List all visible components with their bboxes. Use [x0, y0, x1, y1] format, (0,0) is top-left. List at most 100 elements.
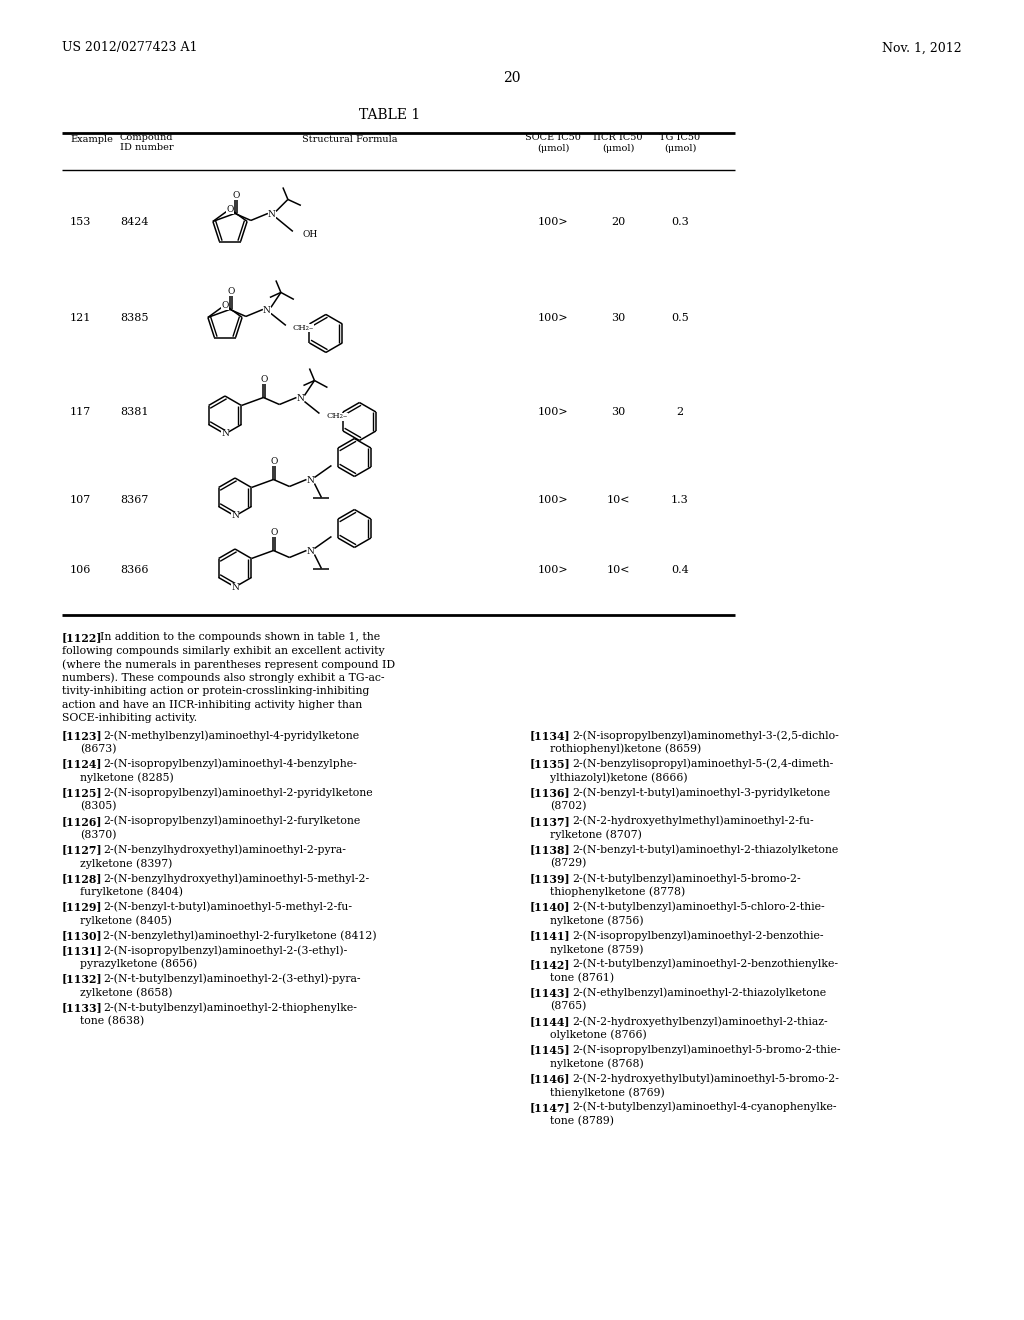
- Text: tivity-inhibiting action or protein-crosslinking-inhibiting: tivity-inhibiting action or protein-cros…: [62, 686, 370, 696]
- Text: O: O: [270, 457, 279, 466]
- Text: tone (8638): tone (8638): [80, 1016, 144, 1027]
- Text: (where the numerals in parentheses represent compound ID: (where the numerals in parentheses repre…: [62, 659, 395, 669]
- Text: [1142]: [1142]: [530, 958, 570, 970]
- Text: 2-(N-benzylethyl)aminoethyl-2-furylketone (8412): 2-(N-benzylethyl)aminoethyl-2-furylketon…: [103, 931, 377, 941]
- Text: CH₂–: CH₂–: [293, 325, 314, 333]
- Text: nylketone (8759): nylketone (8759): [550, 944, 643, 954]
- Text: 2-(N-isopropylbenzyl)aminoethyl-2-benzothie-: 2-(N-isopropylbenzyl)aminoethyl-2-benzot…: [572, 931, 823, 941]
- Text: [1136]: [1136]: [530, 787, 570, 799]
- Text: 2-(N-isopropylbenzyl)aminomethyl-3-(2,5-dichlo-: 2-(N-isopropylbenzyl)aminomethyl-3-(2,5-…: [572, 730, 839, 741]
- Text: (μmol): (μmol): [537, 144, 569, 153]
- Text: (8673): (8673): [80, 743, 117, 754]
- Text: nylketone (8768): nylketone (8768): [550, 1059, 644, 1069]
- Text: 2-(N-isopropylbenzyl)aminoethyl-2-furylketone: 2-(N-isopropylbenzyl)aminoethyl-2-furylk…: [103, 816, 360, 826]
- Text: 121: 121: [70, 313, 91, 323]
- Text: TABLE 1: TABLE 1: [359, 108, 421, 121]
- Text: 100>: 100>: [538, 216, 568, 227]
- Text: [1128]: [1128]: [62, 873, 102, 884]
- Text: [1143]: [1143]: [530, 987, 570, 998]
- Text: Example: Example: [70, 136, 113, 144]
- Text: N: N: [263, 306, 270, 315]
- Text: 2-(N-t-butylbenzyl)aminoethyl-5-bromo-2-: 2-(N-t-butylbenzyl)aminoethyl-5-bromo-2-: [572, 873, 801, 883]
- Text: ID number: ID number: [120, 144, 174, 153]
- Text: pyrazylketone (8656): pyrazylketone (8656): [80, 958, 198, 969]
- Text: 8381: 8381: [120, 407, 148, 417]
- Text: 2-(N-t-butylbenzyl)aminoethyl-2-benzothienylke-: 2-(N-t-butylbenzyl)aminoethyl-2-benzothi…: [572, 958, 838, 969]
- Text: 107: 107: [70, 495, 91, 506]
- Text: [1133]: [1133]: [62, 1002, 102, 1014]
- Text: 2-(N-benzyl-t-butyl)aminoethyl-5-methyl-2-fu-: 2-(N-benzyl-t-butyl)aminoethyl-5-methyl-…: [103, 902, 352, 912]
- Text: 20: 20: [503, 71, 521, 84]
- Text: tone (8789): tone (8789): [550, 1115, 614, 1126]
- Text: [1127]: [1127]: [62, 845, 102, 855]
- Text: OH: OH: [303, 230, 318, 239]
- Text: olylketone (8766): olylketone (8766): [550, 1030, 647, 1040]
- Text: [1131]: [1131]: [62, 945, 102, 956]
- Text: 2-(N-benzylhydroxyethyl)aminoethyl-2-pyra-: 2-(N-benzylhydroxyethyl)aminoethyl-2-pyr…: [103, 845, 346, 855]
- Text: [1144]: [1144]: [530, 1016, 570, 1027]
- Text: zylketone (8658): zylketone (8658): [80, 987, 172, 998]
- Text: (μmol): (μmol): [664, 144, 696, 153]
- Text: Nov. 1, 2012: Nov. 1, 2012: [883, 41, 962, 54]
- Text: 2-(N-isopropylbenzyl)aminoethyl-2-(3-ethyl)-: 2-(N-isopropylbenzyl)aminoethyl-2-(3-eth…: [103, 945, 347, 956]
- Text: N: N: [306, 546, 314, 556]
- Text: (8765): (8765): [550, 1001, 587, 1011]
- Text: 2: 2: [677, 407, 684, 417]
- Text: 117: 117: [70, 407, 91, 417]
- Text: 100>: 100>: [538, 565, 568, 576]
- Text: [1137]: [1137]: [530, 816, 570, 826]
- Text: 8367: 8367: [120, 495, 148, 506]
- Text: (8702): (8702): [550, 801, 587, 812]
- Text: [1135]: [1135]: [530, 759, 570, 770]
- Text: In addition to the compounds shown in table 1, the: In addition to the compounds shown in ta…: [100, 632, 380, 642]
- Text: 30: 30: [611, 407, 625, 417]
- Text: 1.3: 1.3: [671, 495, 689, 506]
- Text: IICR IC50: IICR IC50: [593, 132, 643, 141]
- Text: numbers). These compounds also strongly exhibit a TG-ac-: numbers). These compounds also strongly …: [62, 672, 384, 682]
- Text: [1122]: [1122]: [62, 632, 102, 643]
- Text: furylketone (8404): furylketone (8404): [80, 887, 183, 898]
- Text: [1129]: [1129]: [62, 902, 102, 912]
- Text: [1145]: [1145]: [530, 1044, 570, 1056]
- Text: 2-(N-benzylisopropyl)aminoethyl-5-(2,4-dimeth-: 2-(N-benzylisopropyl)aminoethyl-5-(2,4-d…: [572, 759, 834, 770]
- Text: 2-(N-2-hydroxyethylbenzyl)aminoethyl-2-thiaz-: 2-(N-2-hydroxyethylbenzyl)aminoethyl-2-t…: [572, 1016, 827, 1027]
- Text: SOCE IC50: SOCE IC50: [525, 132, 581, 141]
- Text: (8370): (8370): [80, 829, 117, 840]
- Text: [1139]: [1139]: [530, 873, 570, 884]
- Text: [1146]: [1146]: [530, 1073, 570, 1084]
- Text: 2-(N-methylbenzyl)aminoethyl-4-pyridylketone: 2-(N-methylbenzyl)aminoethyl-4-pyridylke…: [103, 730, 359, 741]
- Text: 106: 106: [70, 565, 91, 576]
- Text: 30: 30: [611, 313, 625, 323]
- Text: O: O: [227, 286, 234, 296]
- Text: SOCE-inhibiting activity.: SOCE-inhibiting activity.: [62, 713, 198, 723]
- Text: [1140]: [1140]: [530, 902, 570, 912]
- Text: 0.4: 0.4: [671, 565, 689, 576]
- Text: 8385: 8385: [120, 313, 148, 323]
- Text: 100>: 100>: [538, 495, 568, 506]
- Text: 0.5: 0.5: [671, 313, 689, 323]
- Text: 2-(N-t-butylbenzyl)aminoethyl-4-cyanophenylke-: 2-(N-t-butylbenzyl)aminoethyl-4-cyanophe…: [572, 1102, 837, 1113]
- Text: O: O: [221, 301, 228, 309]
- Text: [1147]: [1147]: [530, 1102, 570, 1113]
- Text: [1132]: [1132]: [62, 974, 102, 985]
- Text: N: N: [268, 210, 275, 219]
- Text: 0.3: 0.3: [671, 216, 689, 227]
- Text: 153: 153: [70, 216, 91, 227]
- Text: 2-(N-benzyl-t-butyl)aminoethyl-2-thiazolylketone: 2-(N-benzyl-t-butyl)aminoethyl-2-thiazol…: [572, 845, 839, 855]
- Text: tone (8761): tone (8761): [550, 973, 614, 983]
- Text: 2-(N-t-butylbenzyl)aminoethyl-2-(3-ethyl)-pyra-: 2-(N-t-butylbenzyl)aminoethyl-2-(3-ethyl…: [103, 974, 360, 985]
- Text: (μmol): (μmol): [602, 144, 634, 153]
- Text: 2-(N-t-butylbenzyl)aminoethyl-5-chloro-2-thie-: 2-(N-t-butylbenzyl)aminoethyl-5-chloro-2…: [572, 902, 824, 912]
- Text: 2-(N-benzylhydroxyethyl)aminoethyl-5-methyl-2-: 2-(N-benzylhydroxyethyl)aminoethyl-5-met…: [103, 873, 369, 883]
- Text: (8729): (8729): [550, 858, 587, 869]
- Text: 100>: 100>: [538, 313, 568, 323]
- Text: 8424: 8424: [120, 216, 148, 227]
- Text: 10<: 10<: [606, 565, 630, 576]
- Text: 100>: 100>: [538, 407, 568, 417]
- Text: nylketone (8285): nylketone (8285): [80, 772, 174, 783]
- Text: [1138]: [1138]: [530, 845, 570, 855]
- Text: [1126]: [1126]: [62, 816, 102, 826]
- Text: Compound: Compound: [120, 132, 173, 141]
- Text: O: O: [270, 528, 279, 537]
- Text: CH₂–: CH₂–: [327, 412, 348, 421]
